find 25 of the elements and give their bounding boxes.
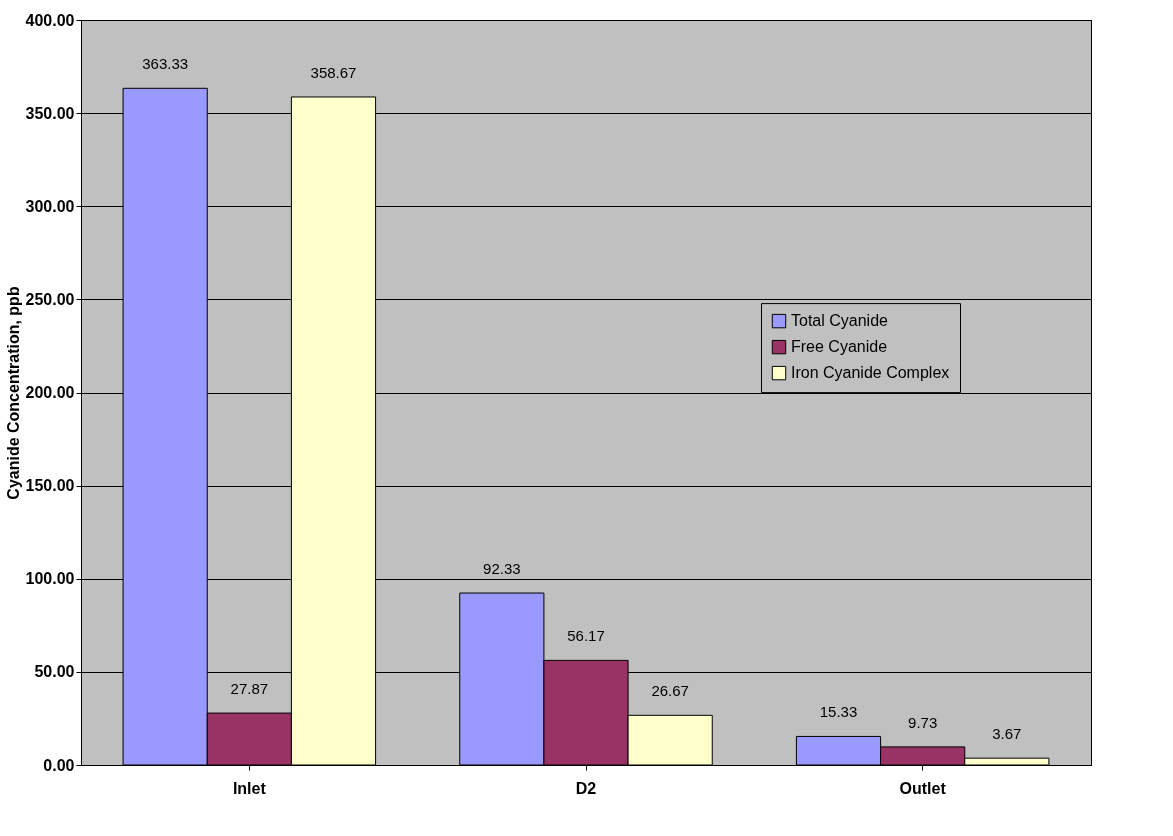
y-axis-title: Cyanide Concentration, ppb xyxy=(4,286,22,500)
y-tick-label: 200.00 xyxy=(25,384,75,401)
data-label: 3.67 xyxy=(992,725,1022,743)
legend-label: Free Cyanide xyxy=(791,338,888,356)
data-label: 27.87 xyxy=(230,680,269,698)
x-tick-label: D2 xyxy=(575,779,597,797)
y-tick-label: 100.00 xyxy=(25,570,75,588)
y-tick-label: 300.00 xyxy=(25,197,75,215)
y-tick-label: 150.00 xyxy=(25,477,75,495)
data-label: 9.73 xyxy=(908,713,938,731)
data-label: 26.67 xyxy=(651,682,689,700)
x-tick-label: Inlet xyxy=(232,779,267,797)
x-tick-label: Outlet xyxy=(899,779,947,797)
legend-label: Total Cyanide xyxy=(791,312,889,330)
y-tick-label: 0.00 xyxy=(43,756,75,774)
data-label: 358.67 xyxy=(310,63,357,81)
data-label: 56.17 xyxy=(567,627,605,645)
y-tick-label: 400.00 xyxy=(25,11,75,29)
data-label: 92.33 xyxy=(483,560,521,578)
y-tick-label: 350.00 xyxy=(25,104,75,122)
y-tick-label: 250.00 xyxy=(25,290,75,308)
data-label: 363.33 xyxy=(142,55,189,73)
legend-label: Iron Cyanide Complex xyxy=(791,364,950,382)
data-label: 15.33 xyxy=(819,703,858,721)
y-tick-label: 50.00 xyxy=(34,663,75,681)
